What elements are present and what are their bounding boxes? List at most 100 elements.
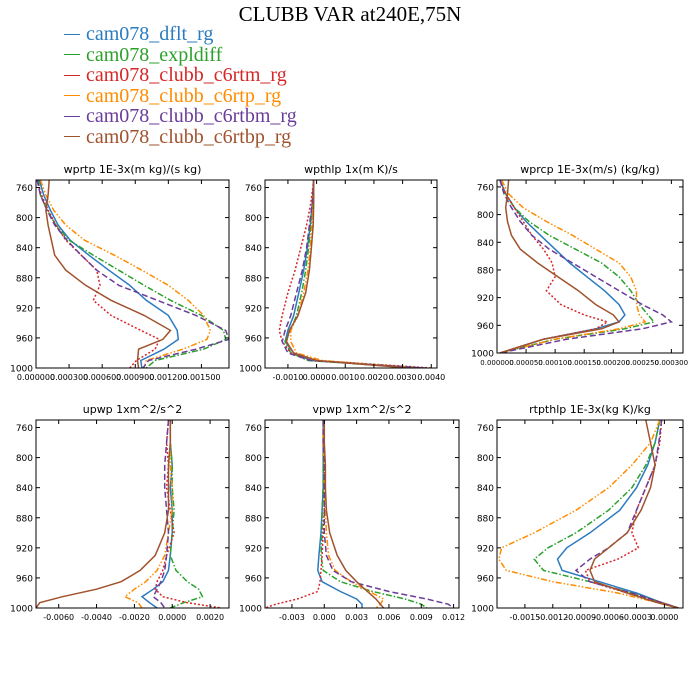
y-tick-label: 760 <box>16 184 33 194</box>
x-tick-label: 0.0000 <box>158 613 186 622</box>
series-line <box>499 180 656 353</box>
x-tick-label: 0.000150 <box>567 359 600 367</box>
y-tick-label: 920 <box>245 304 262 314</box>
chart-title: wpthlp 1x(m K)/s <box>304 163 398 176</box>
series-line <box>36 180 161 368</box>
legend-label: cam078_dflt_rg <box>86 23 214 46</box>
chart-panel: vpwp 1xm^2/s^2 760 800 840 880 920 960 1000 -0.0… <box>239 403 465 622</box>
x-tick-label: 0.006 <box>377 613 400 622</box>
legend: cam078_dflt_rg cam078_expldiff cam078_club… <box>64 24 297 147</box>
x-tick-label: 0.000300 <box>655 359 688 367</box>
legend-swatch <box>64 136 80 138</box>
legend-swatch <box>64 54 80 56</box>
x-tick-label: 0.003 <box>345 613 368 622</box>
y-tick-label: 1000 <box>10 605 33 615</box>
y-tick-label: 920 <box>16 304 33 314</box>
legend-item: cam078_expldiff <box>64 43 297 66</box>
series-line <box>39 180 212 368</box>
x-tick-label: 0.012 <box>442 613 465 622</box>
series-line <box>36 180 229 368</box>
chart-panel: rtpthlp 1E-3x(kg K)/kg 760 800 840 880 920 960… <box>471 403 684 622</box>
legend-item: cam078_clubb_c6rtbp_rg <box>64 126 297 148</box>
x-tick-label: -0.0003 <box>621 613 652 622</box>
legend-item: cam078_clubb_c6rtm_rg <box>64 65 297 86</box>
y-tick-label: 760 <box>245 184 262 194</box>
x-tick-label: -0.0009 <box>565 613 596 622</box>
series-line <box>278 180 432 368</box>
y-tick-label: 960 <box>477 574 494 584</box>
series-line <box>285 180 409 368</box>
y-tick-label: 760 <box>16 424 33 434</box>
legend-swatch <box>64 33 80 35</box>
plot-frame <box>264 179 438 369</box>
y-tick-label: 760 <box>477 183 494 193</box>
y-tick-label: 840 <box>477 239 494 249</box>
series-line <box>36 420 172 608</box>
y-tick-label: 960 <box>245 334 262 344</box>
x-tick-label: 0.000000 <box>480 359 513 367</box>
y-tick-label: 960 <box>16 334 33 344</box>
plot-frame <box>496 419 684 609</box>
series-line <box>320 420 428 608</box>
x-tick-label: 0.0030 <box>389 373 417 382</box>
x-tick-label: 0.0020 <box>360 373 388 382</box>
series-line <box>290 180 417 368</box>
legend-swatch <box>64 95 80 97</box>
y-tick-label: 960 <box>16 574 33 584</box>
y-tick-label: 960 <box>477 322 494 332</box>
series-line <box>556 420 679 608</box>
x-tick-label: -0.003 <box>279 613 305 622</box>
series-line <box>499 180 674 353</box>
x-tick-label: 0.000000 <box>17 373 55 382</box>
plot-frame <box>35 419 230 609</box>
x-tick-label: 0.000100 <box>538 359 571 367</box>
x-tick-label: 0.001500 <box>182 373 220 382</box>
legend-swatch <box>64 115 80 117</box>
y-tick-label: 800 <box>245 214 262 224</box>
x-tick-label: 0.000600 <box>83 373 121 382</box>
series-line <box>322 420 385 608</box>
x-tick-label: 0.0000 <box>303 373 331 382</box>
y-tick-label: 840 <box>477 484 494 494</box>
y-tick-label: 920 <box>477 294 494 304</box>
chart-title: wprtp 1E-3x(m kg)/(s kg) <box>64 163 202 176</box>
series-line <box>45 180 172 368</box>
y-tick-label: 880 <box>477 514 494 524</box>
x-tick-label: 0.009 <box>410 613 433 622</box>
series-line <box>584 420 679 608</box>
legend-label: cam078_clubb_c6rtbm_rg <box>86 105 297 128</box>
series-line <box>152 420 170 608</box>
legend-item: cam078_clubb_c6rtbm_rg <box>64 106 297 127</box>
y-tick-label: 1000 <box>471 605 494 615</box>
legend-label: cam078_clubb_c6rtp_rg <box>86 84 282 107</box>
x-tick-label: 0.0010 <box>331 373 359 382</box>
y-tick-label: 920 <box>477 544 494 554</box>
y-tick-label: 760 <box>245 424 262 434</box>
plot-frame <box>496 179 684 354</box>
y-tick-label: 840 <box>16 484 33 494</box>
y-tick-label: 880 <box>477 266 494 276</box>
x-tick-label: 0.001200 <box>149 373 187 382</box>
legend-item: cam078_dflt_rg <box>64 24 297 45</box>
y-tick-label: 880 <box>16 274 33 284</box>
x-tick-label: -0.0015 <box>509 613 540 622</box>
y-tick-label: 800 <box>477 211 494 221</box>
series-line <box>498 420 679 608</box>
chart-title: vpwp 1xm^2/s^2 <box>312 403 411 416</box>
chart-panel: wpthlp 1x(m K)/s 760 800 840 880 920 960 1000 -0… <box>239 163 445 382</box>
y-tick-label: 760 <box>477 424 494 434</box>
legend-label: cam078_expldiff <box>86 43 223 66</box>
y-tick-label: 800 <box>16 214 33 224</box>
x-tick-label: -0.0010 <box>272 373 303 382</box>
series-line <box>123 420 173 608</box>
y-tick-label: 880 <box>16 514 33 524</box>
x-tick-label: -0.0040 <box>81 613 112 622</box>
series-line <box>533 420 679 608</box>
y-tick-label: 920 <box>245 544 262 554</box>
chart-title: upwp 1xm^2/s^2 <box>83 403 183 416</box>
y-tick-label: 1000 <box>239 365 262 375</box>
x-tick-label: -0.0006 <box>593 613 624 622</box>
legend-swatch <box>64 74 80 76</box>
y-tick-label: 960 <box>245 574 262 584</box>
